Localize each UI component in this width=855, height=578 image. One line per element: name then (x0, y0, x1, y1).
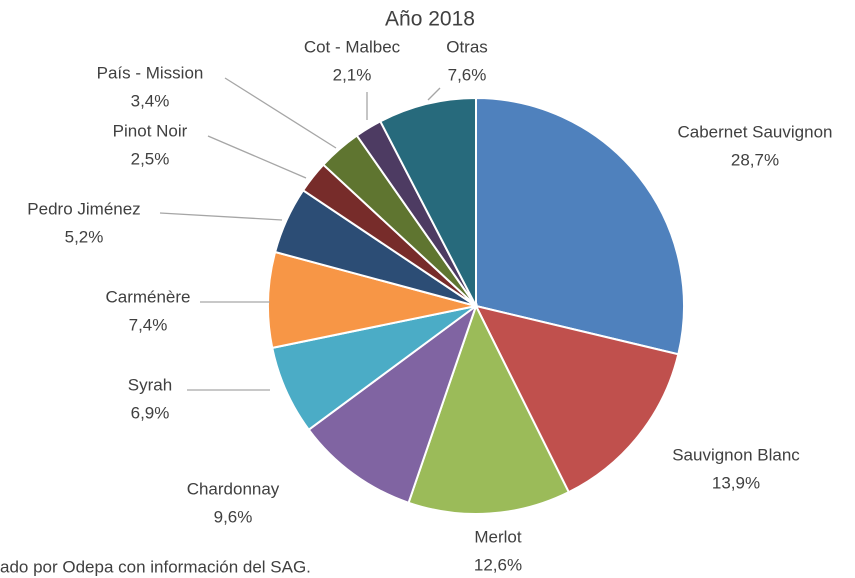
slice-label: País - Mission (97, 63, 204, 82)
leader-line (207, 135, 307, 179)
pie-slice (267, 250, 477, 350)
pie-slice (307, 303, 478, 505)
slice-value-label: 28,7% (731, 150, 779, 169)
slice-label: Chardonnay (187, 479, 280, 498)
slice-label: Cabernet Sauvignon (677, 122, 832, 141)
leader-line (224, 77, 337, 149)
slice-value-label: 2,5% (131, 149, 170, 168)
slice-label: Sauvignon Blanc (672, 445, 800, 464)
chart-title: Año 2018 (385, 8, 475, 31)
slice-label: Cot - Malbec (304, 37, 401, 56)
pie-slice (378, 96, 477, 307)
slice-value-label: 9,6% (214, 507, 253, 526)
leader-line (159, 212, 283, 221)
pie-slice (474, 304, 680, 494)
slice-value-label: 7,4% (129, 315, 168, 334)
slice-label: Syrah (128, 375, 172, 394)
pie-slice (407, 303, 571, 515)
source-note: ado por Odepa con información del SAG. (0, 557, 311, 576)
slice-value-label: 5,2% (65, 227, 104, 246)
slice-value-label: 7,6% (448, 65, 487, 84)
slice-value-label: 12,6% (474, 555, 522, 574)
slice-label: Otras (446, 37, 488, 56)
slice-label: Carménère (105, 287, 190, 306)
slice-label: Merlot (474, 527, 522, 546)
slice-label: Pinot Noir (113, 121, 188, 140)
leader-line (427, 87, 441, 101)
slice-label: Pedro Jiménez (27, 199, 140, 218)
pie-slice (475, 96, 685, 356)
slice-value-label: 13,9% (712, 473, 760, 492)
slice-value-label: 2,1% (333, 65, 372, 84)
slice-value-label: 6,9% (131, 403, 170, 422)
slice-value-label: 3,4% (131, 91, 170, 110)
